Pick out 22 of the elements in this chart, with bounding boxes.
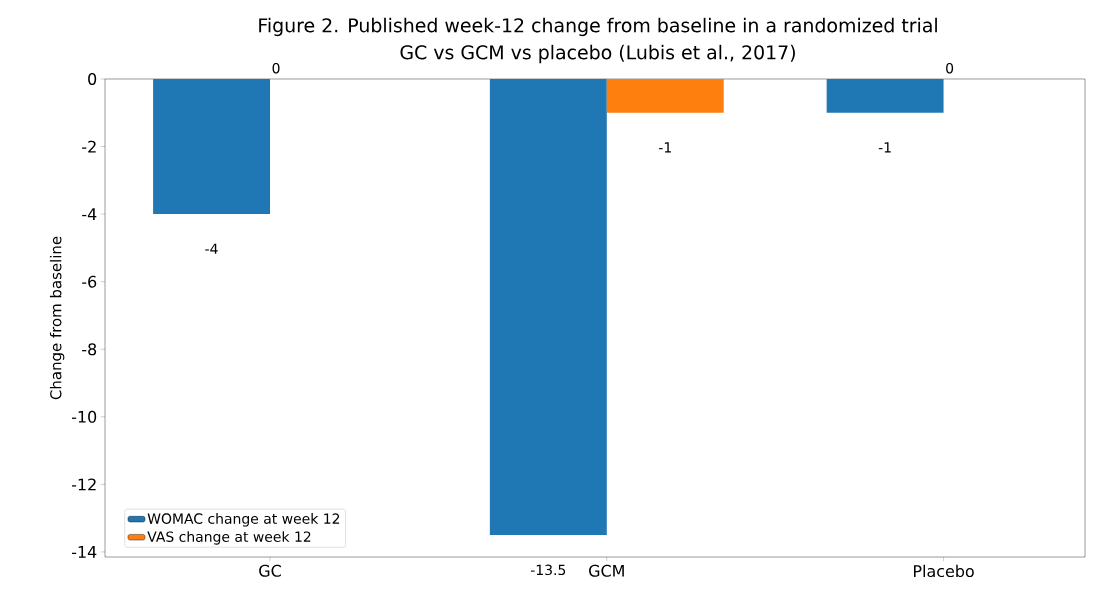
y-tick-label: -6 <box>82 275 97 288</box>
data-label: 0 <box>946 62 954 74</box>
data-label: -13.5 <box>530 564 566 576</box>
chart-title: Figure 2. Published week-12 change from baseline in a randomized trial <box>259 17 937 37</box>
x-tick-label: Placebo <box>914 564 974 578</box>
y-tick-label: -8 <box>82 343 97 356</box>
data-label: -1 <box>878 142 891 153</box>
data-label: -1 <box>659 142 671 153</box>
chart-subtitle: GC vs GCM vs placebo (Lubis et al., 2017) <box>400 44 795 64</box>
y-tick-label: 0 <box>88 72 97 86</box>
y-axis-title: Change from baseline <box>49 236 65 400</box>
y-tick-label: -12 <box>71 478 96 491</box>
x-tick-label: GC <box>259 564 281 577</box>
y-tick-label: -14 <box>71 546 97 558</box>
y-tick-label: -10 <box>71 410 97 423</box>
data-label: -4 <box>205 243 218 254</box>
legend-label: VAS change at week 12 <box>147 531 311 545</box>
y-tick-label: -4 <box>82 208 97 220</box>
data-label: 0 <box>272 62 280 74</box>
x-tick-label: GCM <box>589 564 624 577</box>
legend-label: WOMAC change at week 12 <box>147 513 340 527</box>
y-tick-label: -2 <box>82 140 96 153</box>
